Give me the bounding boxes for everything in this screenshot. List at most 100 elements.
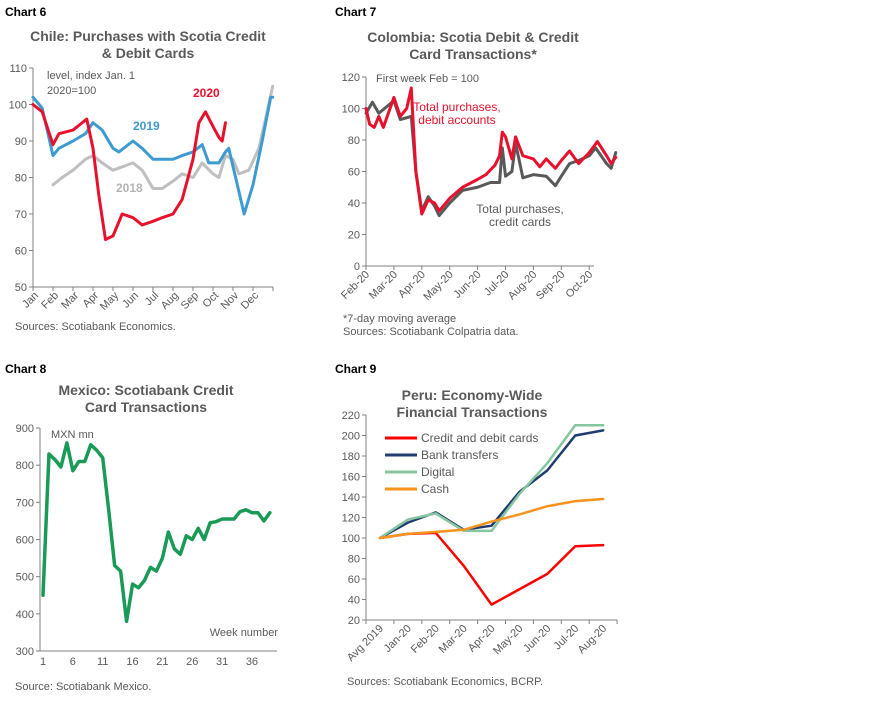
x-tick-label: Nov bbox=[219, 289, 242, 312]
x-tick-label: 16 bbox=[126, 656, 138, 668]
y-tick-label: 70 bbox=[15, 209, 27, 221]
chart-6-label: Chart 6 bbox=[5, 5, 47, 19]
x-tick-label: Feb-20 bbox=[339, 269, 372, 302]
series-label-2018: 2018 bbox=[116, 181, 143, 195]
x-tick-label: Jul bbox=[143, 290, 161, 308]
x-tick-label: May-20 bbox=[421, 269, 455, 303]
y-tick-label: 80 bbox=[348, 554, 360, 566]
x-tick-label: Feb-20 bbox=[409, 623, 442, 656]
y-tick-label: 180 bbox=[342, 451, 360, 463]
y-tick-label: 40 bbox=[348, 198, 360, 210]
x-tick-label: May bbox=[98, 289, 122, 313]
series-label-2020: 2020 bbox=[193, 86, 220, 100]
x-tick-label: Aug-20 bbox=[576, 623, 610, 657]
legend-label: Cash bbox=[421, 482, 449, 496]
x-tick-label: Jan-20 bbox=[382, 623, 414, 655]
chart-9-label: Chart 9 bbox=[335, 362, 377, 376]
chart-9: Chart 9 Peru: Economy-Wide Financial Tra… bbox=[335, 362, 618, 688]
y-tick-label: 60 bbox=[348, 574, 360, 586]
y-tick-label: 80 bbox=[15, 173, 27, 185]
y-tick-label: 500 bbox=[16, 572, 34, 584]
series-line-line bbox=[41, 441, 272, 624]
series-label-debit-2: debit accounts bbox=[418, 113, 495, 127]
x-tick-label: Avg 2019 bbox=[345, 623, 386, 664]
x-tick-label: 6 bbox=[70, 656, 76, 668]
series-label-credit-2: credit cards bbox=[489, 215, 551, 229]
y-tick-label: 700 bbox=[16, 497, 34, 509]
y-tick-label: 80 bbox=[348, 135, 360, 147]
x-tick-label: Feb bbox=[39, 290, 61, 312]
y-tick-label: 50 bbox=[15, 282, 27, 294]
y-tick-label: 120 bbox=[342, 72, 360, 84]
y-tick-label: 220 bbox=[342, 410, 360, 422]
series-line-digital bbox=[378, 424, 605, 540]
x-tick-label: Oct-20 bbox=[563, 269, 595, 301]
legend-label: Credit and debit cards bbox=[421, 431, 538, 445]
y-tick-label: 200 bbox=[342, 431, 360, 443]
y-tick-label: 110 bbox=[9, 63, 27, 75]
x-tick-label: Aug-20 bbox=[506, 269, 540, 303]
x-tick-label: Oct bbox=[201, 290, 222, 311]
chart-7-footnote: *7-day moving average bbox=[343, 313, 456, 325]
chart-7-source: Sources: Scotiabank Colpatria data. bbox=[343, 326, 519, 338]
series-line-cash bbox=[378, 497, 605, 540]
chart-9-title-line1: Peru: Economy-Wide bbox=[402, 387, 543, 403]
x-tick-label: 1 bbox=[40, 656, 46, 668]
series-line-bank-transfers bbox=[378, 429, 605, 540]
chart-7: Chart 7 Colombia: Scotia Debit & Credit … bbox=[335, 5, 618, 338]
y-tick-label: 400 bbox=[16, 609, 34, 621]
chart-8-label: Chart 8 bbox=[5, 362, 47, 376]
chart-8-title-line2: Card Transactions bbox=[85, 399, 207, 415]
chart-7-annotation: First week Feb = 100 bbox=[376, 73, 479, 85]
chart-6-title-line2: & Debit Cards bbox=[102, 45, 195, 61]
y-tick-label: 60 bbox=[15, 246, 27, 258]
chart-7-title-line2: Card Transactions* bbox=[409, 46, 537, 62]
legend-label: Digital bbox=[421, 465, 454, 479]
chart-6: Chart 6 Chile: Purchases with Scotia Cre… bbox=[5, 5, 275, 333]
chart-8-source: Source: Scotiabank Mexico. bbox=[15, 681, 151, 693]
x-tick-label: 31 bbox=[216, 656, 228, 668]
chart-9-legend: Credit and debit cards Bank transfers Digi… bbox=[385, 431, 538, 496]
x-tick-label: 26 bbox=[186, 656, 198, 668]
y-tick-label: 120 bbox=[342, 513, 360, 525]
x-tick-label: Dec bbox=[239, 289, 262, 312]
chart-8-title-line1: Mexico: Scotiabank Credit bbox=[58, 382, 233, 398]
x-tick-label: Aug bbox=[159, 290, 181, 312]
chart-7-label: Chart 7 bbox=[335, 5, 377, 19]
series-label-2019: 2019 bbox=[133, 119, 160, 133]
y-tick-label: 600 bbox=[16, 535, 34, 547]
x-tick-label: Jun-20 bbox=[521, 623, 553, 655]
y-tick-label: 300 bbox=[16, 646, 34, 658]
y-tick-label: 0 bbox=[354, 261, 360, 273]
y-tick-label: 40 bbox=[348, 595, 360, 607]
y-tick-label: 20 bbox=[348, 615, 360, 627]
series-line-total-purchases-debit-accounts bbox=[364, 86, 618, 216]
x-tick-label: Sep-20 bbox=[534, 269, 568, 303]
chart-9-source: Sources: Scotiabank Economics, BCRP. bbox=[347, 676, 543, 688]
x-tick-label: Sep bbox=[179, 290, 201, 312]
x-tick-label: Apr bbox=[81, 289, 102, 310]
series-label-debit-1: Total purchases, bbox=[413, 100, 500, 114]
x-tick-label: Mar bbox=[59, 289, 81, 311]
chart-6-annotation-2: 2020=100 bbox=[47, 85, 96, 97]
x-tick-label: Jun-20 bbox=[451, 269, 483, 301]
x-tick-label: Mar-20 bbox=[367, 269, 400, 302]
series-line-2018 bbox=[51, 84, 275, 190]
y-tick-label: 100 bbox=[9, 100, 27, 112]
chart-8-ylabel: MXN mn bbox=[51, 429, 94, 441]
x-tick-label: 11 bbox=[97, 656, 108, 668]
legend-label: Bank transfers bbox=[421, 448, 498, 462]
chart-8: Chart 8 Mexico: Scotiabank Credit Card T… bbox=[5, 362, 278, 693]
chart-6-annotation-1: level, index Jan. 1 bbox=[47, 70, 135, 82]
y-tick-label: 90 bbox=[15, 136, 27, 148]
y-tick-label: 100 bbox=[342, 533, 360, 545]
series-line-2020 bbox=[31, 103, 227, 242]
series-line-credit-and-debit-cards bbox=[378, 531, 605, 606]
y-tick-label: 800 bbox=[16, 460, 34, 472]
x-tick-label: 36 bbox=[246, 656, 258, 668]
y-tick-label: 20 bbox=[348, 230, 360, 242]
y-tick-label: 140 bbox=[342, 492, 360, 504]
chart-7-title-line1: Colombia: Scotia Debit & Credit bbox=[367, 29, 579, 45]
